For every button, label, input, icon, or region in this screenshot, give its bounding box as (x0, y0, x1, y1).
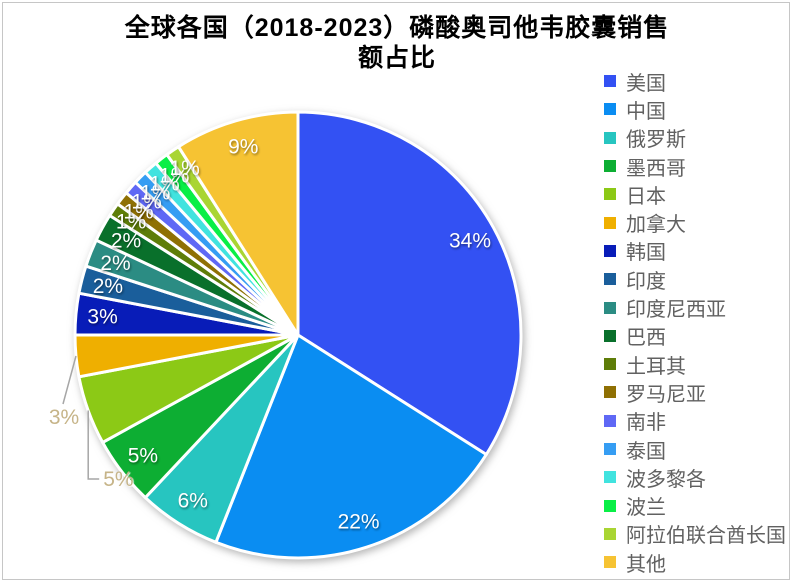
legend-item-波兰: 波兰 (604, 491, 786, 519)
legend-item-美国: 美国 (604, 67, 786, 95)
legend-label: 南非 (626, 412, 666, 435)
data-label: 2% (111, 230, 141, 253)
legend: 美国中国俄罗斯墨西哥日本加拿大韩国印度印度尼西亚巴西土耳其罗马尼亚南非泰国波多黎… (604, 67, 786, 576)
legend-swatch (604, 499, 616, 512)
data-label: 1% (131, 191, 161, 214)
legend-swatch (604, 188, 616, 201)
data-label: 22% (338, 511, 380, 534)
leader-line (62, 355, 77, 405)
legend-item-土耳其: 土耳其 (604, 350, 786, 378)
data-label: 1% (123, 200, 153, 223)
legend-item-加拿大: 加拿大 (604, 208, 786, 236)
legend-label: 阿拉伯联合酋长国 (626, 525, 786, 548)
data-label: 5% (128, 444, 158, 467)
legend-swatch (604, 527, 616, 540)
legend-swatch (604, 273, 616, 286)
legend-label: 美国 (626, 72, 666, 95)
data-label: 6% (178, 490, 208, 513)
data-labels: 34%22%6%5%5%3%3%2%2%2%1%1%1%1%1%1%1%9% (49, 136, 491, 534)
legend-swatch (604, 160, 616, 173)
data-label: 34% (449, 230, 491, 253)
legend-label: 巴西 (626, 327, 666, 350)
data-label: 5% (103, 468, 133, 491)
legend-item-印度: 印度 (604, 265, 786, 293)
legend-swatch (604, 244, 616, 257)
legend-label: 印度尼西亚 (626, 299, 726, 322)
data-label: 2% (93, 275, 123, 298)
legend-swatch (604, 301, 616, 314)
data-label: 9% (228, 136, 258, 159)
legend-item-罗马尼亚: 罗马尼亚 (604, 378, 786, 406)
legend-swatch (604, 386, 616, 399)
chart-title: 全球各国（2018-2023）磷酸奥司他韦胶囊销售 额占比 (0, 13, 794, 73)
leader-lines (62, 355, 100, 480)
legend-label: 印度 (626, 270, 666, 293)
legend-swatch (604, 443, 616, 455)
legend-label: 波多黎各 (626, 468, 706, 491)
data-label: 1% (149, 173, 179, 196)
legend-label: 泰国 (626, 440, 666, 463)
legend-item-韩国: 韩国 (604, 237, 786, 265)
legend-label: 波兰 (626, 497, 666, 520)
legend-item-其他: 其他 (604, 548, 786, 576)
legend-swatch (604, 414, 616, 427)
legend-item-中国: 中国 (604, 95, 786, 123)
data-label: 2% (100, 252, 130, 275)
legend-swatch (604, 556, 616, 569)
legend-item-墨西哥: 墨西哥 (604, 152, 786, 180)
legend-swatch (604, 75, 616, 88)
legend-item-印度尼西亚: 印度尼西亚 (604, 293, 786, 321)
legend-label: 墨西哥 (626, 157, 686, 180)
legend-item-俄罗斯: 俄罗斯 (604, 124, 786, 152)
legend-item-日本: 日本 (604, 180, 786, 208)
legend-item-波多黎各: 波多黎各 (604, 463, 786, 491)
legend-label: 土耳其 (626, 355, 686, 378)
legend-item-南非: 南非 (604, 407, 786, 435)
pie-slice-中国 (214, 333, 488, 560)
legend-label: 韩国 (626, 242, 666, 265)
legend-item-巴西: 巴西 (604, 322, 786, 350)
legend-swatch (604, 471, 616, 484)
data-label: 1% (159, 165, 189, 188)
legend-label: 其他 (626, 553, 666, 576)
legend-swatch (604, 358, 616, 371)
legend-label: 日本 (626, 185, 666, 208)
data-label: 1% (140, 181, 170, 204)
pie-slices (73, 110, 523, 560)
legend-item-泰国: 泰国 (604, 435, 786, 463)
legend-label: 俄罗斯 (626, 129, 686, 152)
data-label: 3% (87, 306, 117, 329)
legend-item-阿拉伯联合酋长国: 阿拉伯联合酋长国 (604, 520, 786, 548)
legend-swatch (604, 329, 616, 342)
leader-line (87, 410, 100, 480)
legend-swatch (604, 131, 616, 144)
pie-slice-其他 (177, 110, 300, 337)
legend-label: 加拿大 (626, 214, 686, 237)
legend-label: 中国 (626, 100, 666, 123)
chart-title-line1: 全球各国（2018-2023）磷酸奥司他韦胶囊销售 (124, 14, 670, 42)
data-label: 1% (169, 157, 199, 180)
legend-swatch (604, 103, 616, 116)
data-label: 1% (116, 211, 146, 234)
chart-title-line2: 额占比 (357, 44, 436, 72)
data-label: 3% (49, 406, 79, 429)
legend-swatch (604, 216, 616, 229)
legend-label: 罗马尼亚 (626, 383, 706, 406)
